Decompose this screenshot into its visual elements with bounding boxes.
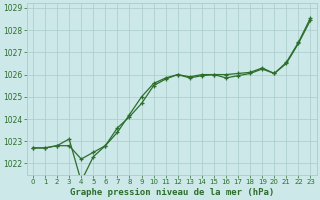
X-axis label: Graphe pression niveau de la mer (hPa): Graphe pression niveau de la mer (hPa)	[69, 188, 274, 197]
